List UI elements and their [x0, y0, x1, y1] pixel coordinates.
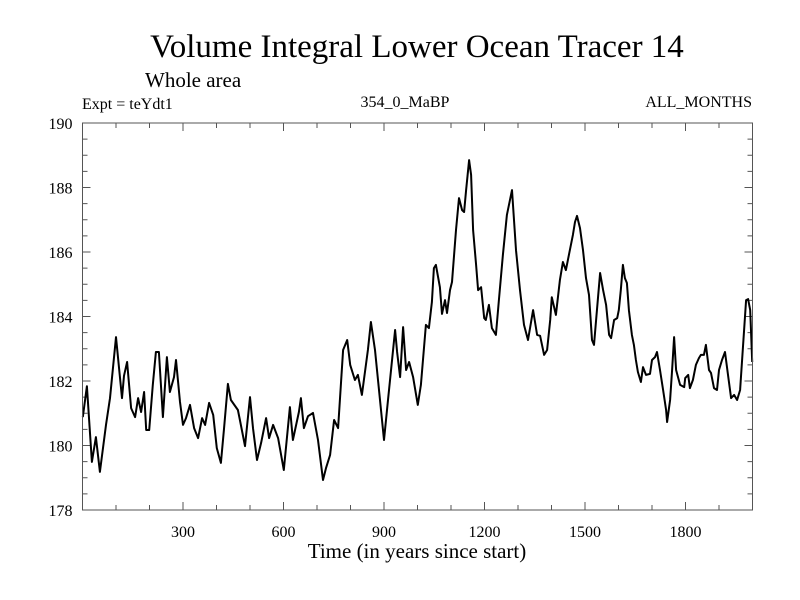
months-label: ALL_MONTHS — [645, 94, 752, 111]
plot-frame — [82, 122, 753, 511]
x-tick-label: 600 — [272, 524, 296, 541]
chart-subtitle: Whole area — [145, 68, 242, 92]
period-label: 354_0_MaBP — [361, 94, 450, 111]
axis-ticks — [82, 123, 753, 510]
x-tick-label: 300 — [171, 524, 195, 541]
y-tick-label: 188 — [49, 181, 73, 198]
x-axis-label: Time (in years since start) — [308, 539, 527, 563]
experiment-label: Expt = teYdt1 — [82, 96, 173, 113]
chart-title: Volume Integral Lower Ocean Tracer 14 — [150, 29, 684, 65]
x-tick-label: 1800 — [670, 524, 702, 541]
x-tick-label: 1500 — [569, 524, 601, 541]
x-tick-label: 900 — [372, 524, 396, 541]
y-tick-label: 178 — [49, 503, 73, 520]
axis-tick-labels: 300 600 900 1200 1500 1800 178 180 182 184 186 188 1… — [49, 116, 702, 541]
y-tick-label: 182 — [49, 374, 73, 391]
data-series-line — [81, 159, 754, 481]
y-tick-label: 190 — [49, 116, 73, 133]
y-tick-label: 184 — [49, 310, 73, 327]
x-tick-label: 1200 — [469, 524, 501, 541]
y-tick-label: 186 — [49, 245, 73, 262]
y-tick-label: 180 — [49, 439, 73, 456]
